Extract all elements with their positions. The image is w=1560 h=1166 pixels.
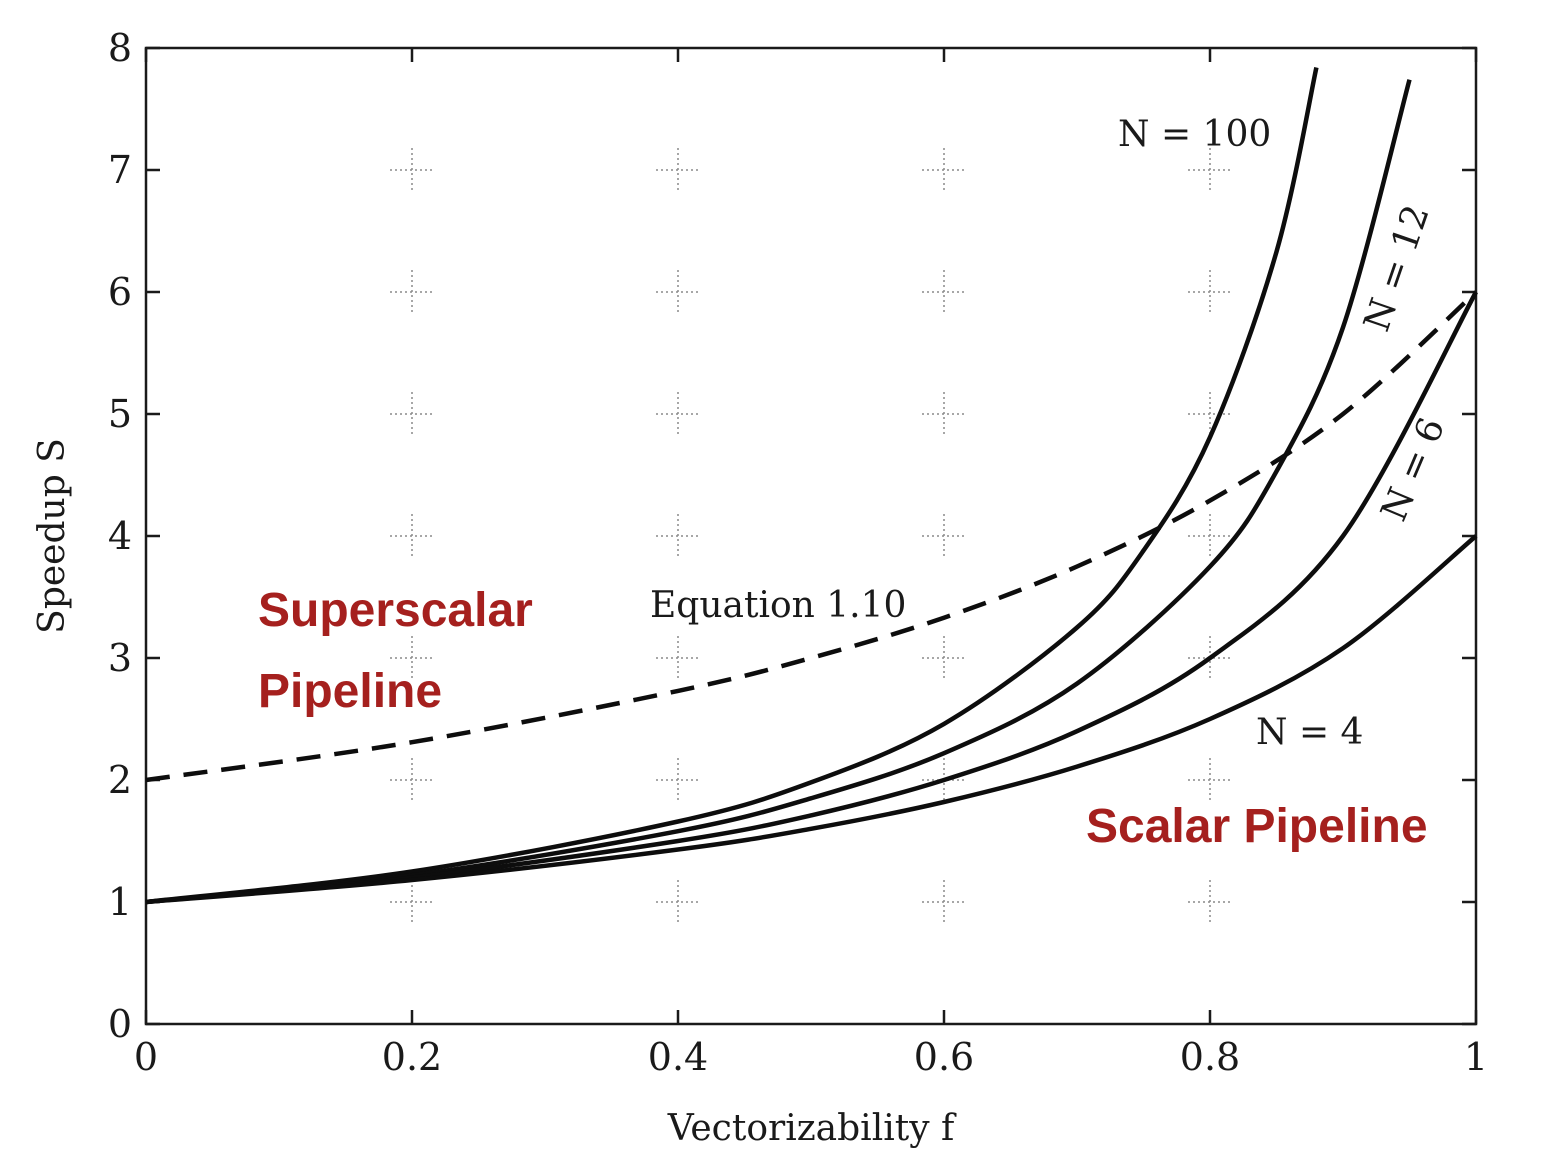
series: [145, 67, 1478, 905]
label-n4: N = 4: [1256, 712, 1363, 753]
overlay-label-superscalar: Superscalar: [258, 584, 533, 637]
ticks: 0 0.2 0.4 0.6 0.8 1 0 1 2 3 4 5 6 7 8: [108, 26, 1488, 1079]
y-tick-label: 3: [108, 636, 132, 680]
x-tick-label: 0.8: [1180, 1035, 1240, 1079]
x-tick-label: 0.4: [648, 1035, 708, 1079]
y-tick-label: 0: [108, 1002, 132, 1046]
label-eq110: Equation 1.10: [650, 585, 906, 626]
label-n100: N = 100: [1118, 114, 1271, 155]
y-tick-label: 6: [108, 270, 132, 314]
overlay-label-scalar-pipeline: Scalar Pipeline: [1086, 800, 1428, 853]
x-axis-title: Vectorizability f: [667, 1108, 957, 1149]
overlay-label-pipeline: Pipeline: [258, 665, 442, 718]
y-tick-label: 4: [108, 514, 132, 558]
y-tick-label: 8: [108, 26, 132, 70]
series-n6-line: [145, 290, 1478, 905]
y-axis-title: Speedup S: [32, 438, 73, 634]
grid: [390, 148, 1232, 924]
label-n12: N = 12: [1357, 200, 1438, 337]
series-eq110-line: [145, 290, 1478, 783]
y-tick-label: 5: [108, 392, 132, 436]
series-n12-line: [145, 79, 1412, 905]
plot-frame: [144, 46, 1478, 1026]
y-tick-label: 2: [108, 758, 132, 802]
y-tick-label: 7: [108, 148, 132, 192]
x-tick-label: 0.2: [382, 1035, 442, 1079]
x-tick-label: 0.6: [914, 1035, 974, 1079]
x-tick-label: 1: [1464, 1035, 1488, 1079]
series-n4-line: [145, 534, 1478, 905]
y-tick-label: 1: [108, 880, 132, 924]
series-n100-line: [145, 67, 1319, 905]
x-tick-label: 0: [134, 1035, 158, 1079]
